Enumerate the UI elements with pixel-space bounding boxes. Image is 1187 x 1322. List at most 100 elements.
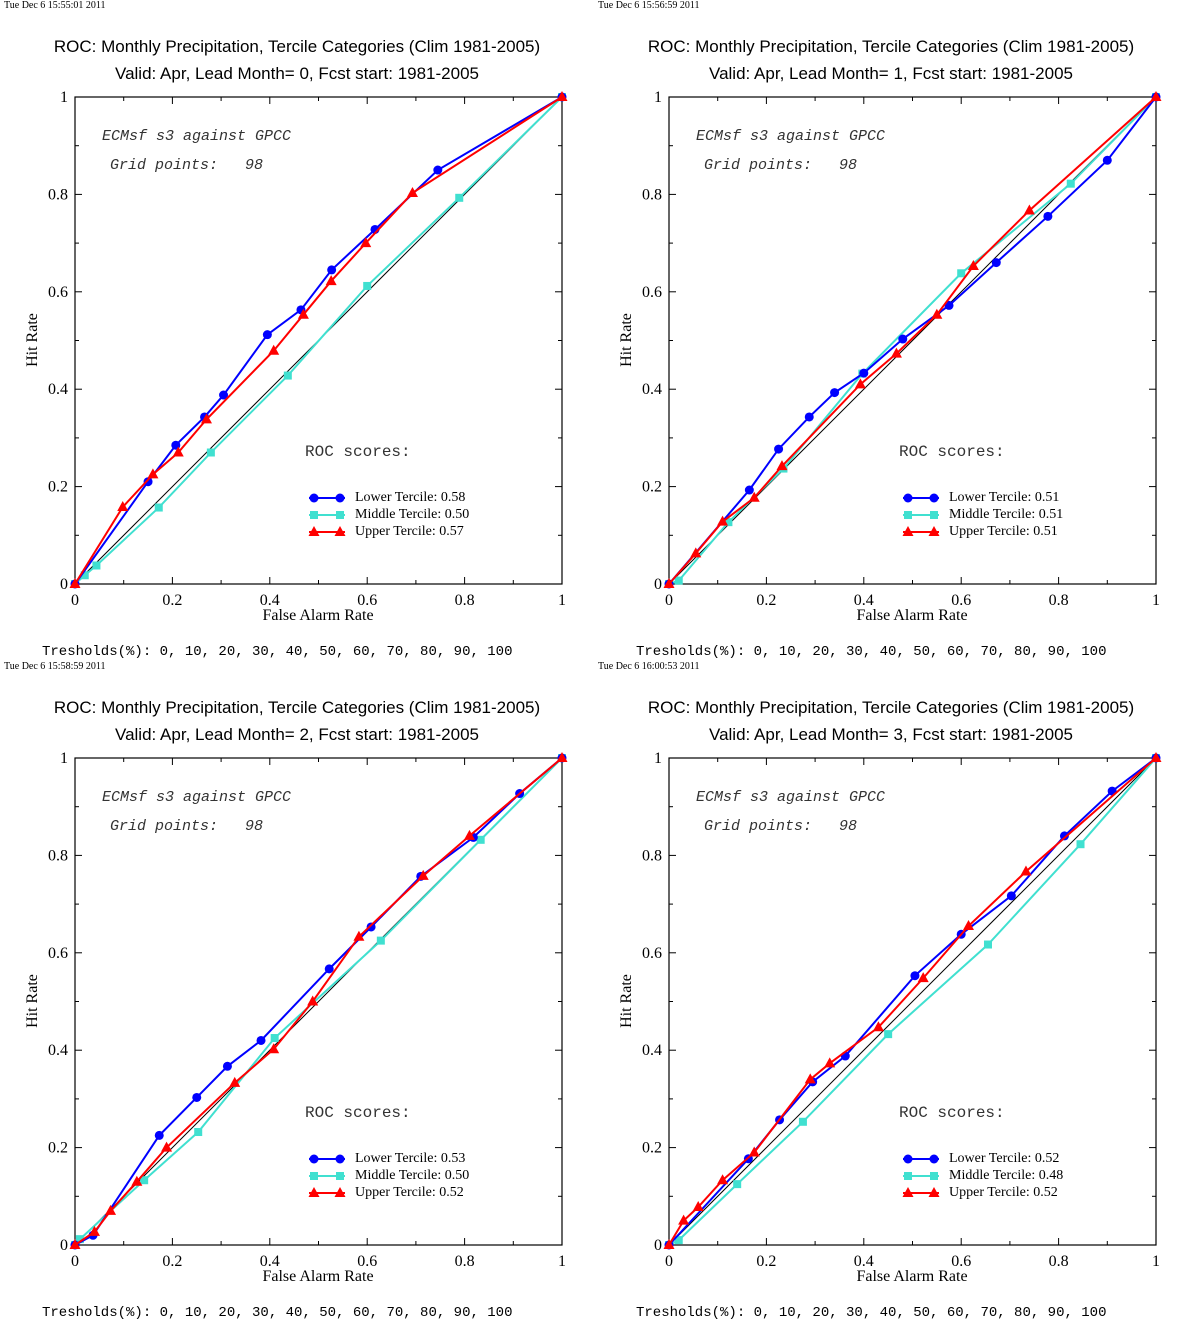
y-axis-label: Hit Rate xyxy=(618,974,635,1028)
legend-marker-upper xyxy=(928,526,940,536)
legend-label-lower: Lower Tercile: 0.51 xyxy=(949,490,1060,505)
x-tick-label: 0 xyxy=(665,592,673,609)
data-point-upper xyxy=(963,920,975,931)
data-point-upper xyxy=(556,91,568,101)
legend-marker-upper xyxy=(334,526,346,536)
y-tick-label: 0.8 xyxy=(48,186,68,203)
data-point-upper xyxy=(172,446,184,457)
data-point-upper xyxy=(1150,91,1162,101)
legend-label-upper: Upper Tercile: 0.52 xyxy=(355,1185,464,1200)
legend-label-middle: Middle Tercile: 0.50 xyxy=(355,507,470,522)
legend-marker-lower xyxy=(309,1154,319,1164)
chart-title: ROC: Monthly Precipitation, Tercile Cate… xyxy=(53,698,541,717)
roc-panel: Tue Dec 6 15:56:59 2011 ROC: Monthly Pre… xyxy=(594,0,1187,661)
data-point-middle xyxy=(75,1235,84,1244)
legend-label-upper: Upper Tercile: 0.57 xyxy=(355,524,464,539)
chart-subtitle: Valid: Apr, Lead Month= 3, Fcst start: 1… xyxy=(709,725,1073,744)
timestamp: Tue Dec 6 15:56:59 2011 xyxy=(598,0,700,11)
x-tick-label: 0.6 xyxy=(357,592,377,609)
series-line-middle xyxy=(668,757,1157,1246)
roc-panel: Tue Dec 6 16:00:53 2011 ROC: Monthly Pre… xyxy=(594,661,1187,1322)
legend-marker-lower xyxy=(929,493,939,503)
roc-panel: Tue Dec 6 15:55:01 2011 ROC: Monthly Pre… xyxy=(0,0,594,661)
y-axis-label: Hit Rate xyxy=(24,313,41,367)
x-axis-label: False Alarm Rate xyxy=(856,1268,968,1285)
y-tick-label: 1 xyxy=(60,750,68,767)
data-point-middle xyxy=(674,1236,683,1245)
data-point-lower xyxy=(433,165,443,175)
y-tick-label: 0 xyxy=(654,1237,662,1254)
data-point-middle xyxy=(724,518,733,527)
y-tick-label: 0.4 xyxy=(48,381,68,398)
data-point-lower xyxy=(1043,211,1053,221)
data-point-middle xyxy=(206,448,215,457)
data-point-middle xyxy=(154,503,163,512)
x-tick-label: 1 xyxy=(558,1253,566,1270)
legend-marker-upper xyxy=(902,1187,914,1197)
data-point-upper xyxy=(663,578,675,588)
roc-scores-heading: ROC scores: xyxy=(899,1104,1005,1122)
data-point-upper xyxy=(748,1146,760,1157)
data-point-middle xyxy=(476,835,485,844)
legend-marker-middle xyxy=(336,511,344,519)
legend-marker-upper xyxy=(928,1187,940,1197)
roc-scores-heading: ROC scores: xyxy=(305,1104,411,1122)
data-point-lower xyxy=(804,412,814,422)
grid-points-note: Grid points: 98 xyxy=(110,157,264,174)
data-point-lower xyxy=(944,300,954,310)
chart-subtitle: Valid: Apr, Lead Month= 0, Fcst start: 1… xyxy=(115,64,479,83)
roc-scores-heading: ROC scores: xyxy=(305,443,411,461)
data-point-middle xyxy=(92,561,101,570)
chart-title: ROC: Monthly Precipitation, Tercile Cate… xyxy=(647,37,1135,56)
legend-label-middle: Middle Tercile: 0.48 xyxy=(949,1168,1064,1183)
legend-label-upper: Upper Tercile: 0.52 xyxy=(949,1185,1058,1200)
x-tick-label: 0 xyxy=(71,1253,79,1270)
data-point-upper xyxy=(117,501,129,512)
data-point-lower xyxy=(366,922,376,932)
timestamp: Tue Dec 6 16:00:53 2011 xyxy=(598,661,700,672)
data-point-upper xyxy=(748,491,760,502)
data-point-upper xyxy=(325,275,337,286)
grid-points-note: Grid points: 98 xyxy=(704,818,858,835)
data-point-upper xyxy=(268,344,280,355)
y-tick-label: 0.6 xyxy=(48,284,68,301)
y-tick-label: 1 xyxy=(60,89,68,106)
data-point-upper xyxy=(105,1204,117,1215)
no-skill-diagonal xyxy=(668,757,1157,1246)
roc-plot: 00 0.2 0.2 0.4 0.4 0.6 0.6 0.8 0.8 1 1 xyxy=(48,750,568,1270)
data-point-lower xyxy=(192,1092,202,1102)
data-point-lower xyxy=(1059,831,1069,841)
legend-marker-middle xyxy=(310,1172,318,1180)
x-tick-label: 0.8 xyxy=(1049,592,1069,609)
model-note: ECMsf s3 against GPCC xyxy=(696,128,886,145)
data-point-middle xyxy=(798,1117,807,1126)
legend-marker-middle xyxy=(930,1172,938,1180)
data-point-lower xyxy=(154,1130,164,1140)
model-note: ECMsf s3 against GPCC xyxy=(102,789,292,806)
legend-marker-lower xyxy=(335,1154,345,1164)
chart-subtitle: Valid: Apr, Lead Month= 1, Fcst start: 1… xyxy=(709,64,1073,83)
legend-marker-upper xyxy=(902,526,914,536)
x-tick-label: 1 xyxy=(558,592,566,609)
legend-marker-lower xyxy=(335,493,345,503)
thresholds-note: Tresholds(%): 0, 10, 20, 30, 40, 50, 60,… xyxy=(42,1305,513,1321)
data-point-lower xyxy=(222,1061,232,1071)
data-point-upper xyxy=(1023,204,1035,215)
y-tick-label: 0.4 xyxy=(642,1042,662,1059)
x-axis-label: False Alarm Rate xyxy=(262,1268,374,1285)
data-point-middle xyxy=(957,269,966,278)
data-point-lower xyxy=(219,390,229,400)
x-tick-label: 0.2 xyxy=(756,1253,776,1270)
x-axis-label: False Alarm Rate xyxy=(262,607,374,624)
x-tick-label: 0.6 xyxy=(951,592,971,609)
data-point-lower xyxy=(991,258,1001,268)
data-point-lower xyxy=(1006,891,1016,901)
data-point-upper xyxy=(917,972,929,983)
data-point-lower xyxy=(859,368,869,378)
data-point-upper xyxy=(353,930,365,941)
data-point-middle xyxy=(376,936,385,945)
data-point-upper xyxy=(967,259,979,270)
data-point-upper xyxy=(147,468,159,479)
x-tick-label: 0 xyxy=(665,1253,673,1270)
y-tick-label: 0.2 xyxy=(48,1140,68,1157)
